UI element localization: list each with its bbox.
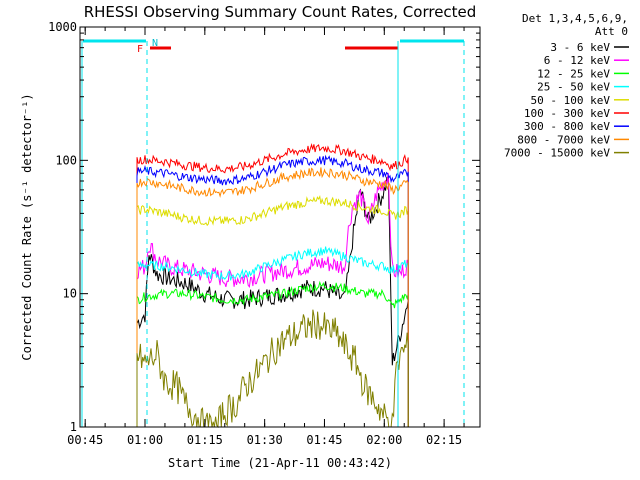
series-line-7 xyxy=(136,154,409,427)
tick-layer: 00:45 01:00 01:15 01:30 01:45 02:00 02:15 1 10 10… xyxy=(48,20,480,447)
legend-label: 12 - 25 keV xyxy=(537,67,610,80)
y-tick-label: 100 xyxy=(55,153,77,167)
legend-label: 7000 - 15000 keV xyxy=(504,147,610,160)
flag-layer: FN xyxy=(81,38,465,427)
x-axis-label: Start Time (21-Apr-11 00:43:42) xyxy=(168,456,392,470)
x-tick-label: 01:45 xyxy=(306,433,342,447)
series-line-6 xyxy=(136,142,409,427)
series-line-9 xyxy=(136,309,409,429)
x-tick-label: 00:45 xyxy=(67,433,103,447)
y-tick-label: 1000 xyxy=(48,20,77,34)
x-tick-label: 01:30 xyxy=(247,433,283,447)
legend-label: 300 - 800 keV xyxy=(524,120,610,133)
x-tick-label: 01:15 xyxy=(187,433,223,447)
series-line-2 xyxy=(136,172,409,427)
legend-label: 6 - 12 keV xyxy=(544,54,611,67)
legend-label: 3 - 6 keV xyxy=(550,41,610,54)
series-layer xyxy=(136,142,409,429)
series-line-1 xyxy=(136,176,409,427)
legend-label: 25 - 50 keV xyxy=(537,81,610,94)
legend-header-line-1: Det 1,3,4,5,6,9, xyxy=(522,12,628,25)
x-tick-label: 02:15 xyxy=(426,433,462,447)
x-tick-label: 01:00 xyxy=(127,433,163,447)
legend-header-line-2: Att 0 xyxy=(595,25,628,38)
x-tick-label: 02:00 xyxy=(366,433,402,447)
chart-title: RHESSI Observing Summary Count Rates, Co… xyxy=(84,3,477,21)
legend-label: 800 - 7000 keV xyxy=(517,133,610,146)
series-line-3 xyxy=(136,280,409,427)
series-line-4 xyxy=(136,246,409,427)
y-tick-label: 1 xyxy=(70,420,77,434)
y-tick-label: 10 xyxy=(63,287,77,301)
flag-label-f: F xyxy=(137,44,143,55)
plot-frame xyxy=(79,26,481,428)
legend-label: 50 - 100 keV xyxy=(531,94,611,107)
legend-label: 100 - 300 keV xyxy=(524,107,610,120)
series-line-5 xyxy=(136,194,409,427)
flag-label-n: N xyxy=(152,38,158,49)
y-axis-label: Corrected Count Rate (s⁻¹ detector⁻¹) xyxy=(20,93,34,360)
series-line-8 xyxy=(136,167,409,427)
